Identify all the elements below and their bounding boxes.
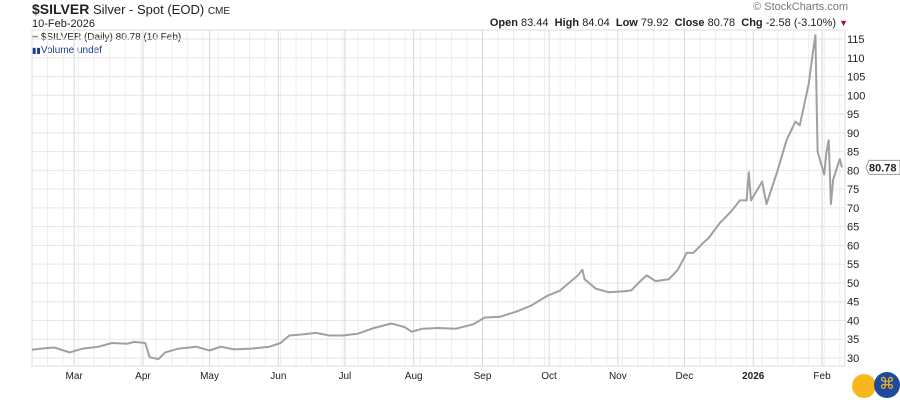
- last-value-tag: [865, 159, 900, 175]
- tool-icon: ⌘: [874, 372, 900, 398]
- price-line: [31, 34, 843, 361]
- low-label: Low: [615, 17, 638, 29]
- y-tick-label: 100: [847, 90, 865, 102]
- down-arrow-icon: ▼: [839, 18, 848, 28]
- x-tick-label: 2026: [742, 371, 765, 382]
- x-tick-label: Mar: [66, 371, 84, 382]
- y-tick-label: 90: [847, 128, 859, 140]
- y-tick-label: 55: [847, 259, 859, 271]
- high-value: 84.04: [582, 17, 610, 29]
- legend-price-label: $SILVER (Daily) 80.78 (10 Feb): [40, 32, 182, 43]
- assistant-button[interactable]: ⌘: [852, 372, 900, 400]
- y-tick-label: 95: [847, 109, 859, 121]
- yellow-circle-icon: [852, 374, 876, 398]
- x-tick-label: Oct: [541, 371, 557, 382]
- change-value: -2.58 (-3.10%): [765, 17, 837, 29]
- x-tick-label: Jul: [339, 371, 352, 382]
- close-value: 80.78: [707, 17, 736, 29]
- open-value: 83.44: [521, 17, 549, 29]
- high-label: High: [554, 17, 580, 29]
- volume-bars-icon: ▮▮: [32, 46, 41, 55]
- close-label: Close: [674, 17, 705, 29]
- y-tick-label: 50: [847, 278, 859, 290]
- last-value-label: 80.78: [869, 162, 897, 174]
- ohlc-summary: Open 83.44 High 84.04 Low 79.92 Close 80…: [490, 17, 848, 30]
- y-tick-label: 40: [847, 315, 859, 327]
- legend-price: ━ $SILVER (Daily) 80.78 (10 Feb): [32, 32, 181, 44]
- x-tick-label: Aug: [405, 371, 423, 382]
- change-label: Chg: [741, 17, 763, 29]
- y-tick-label: 85: [847, 147, 859, 159]
- low-value: 79.92: [640, 17, 669, 29]
- brand-watermark: © StockCharts.com: [753, 1, 848, 13]
- y-tick-label: 60: [847, 240, 859, 252]
- plot-frame: [31, 29, 846, 367]
- y-tick-label: 65: [847, 222, 859, 234]
- exchange: CME: [207, 6, 231, 17]
- y-tick-label: 70: [847, 203, 859, 215]
- y-tick-label: 105: [847, 72, 865, 84]
- chart-date: 10-Feb-2026: [32, 18, 95, 30]
- y-tick-label: 45: [847, 297, 859, 309]
- legend-volume: ▮▮Volume undef: [32, 45, 102, 57]
- x-tick-label: Nov: [609, 371, 627, 382]
- y-tick-label: 30: [847, 353, 859, 365]
- x-tick-label: Jun: [270, 371, 286, 382]
- chart-title: $SILVER Silver - Spot (EOD) CME: [32, 1, 230, 18]
- line-swatch-icon: ━: [32, 32, 39, 43]
- y-tick-label: 35: [847, 334, 859, 346]
- y-tick-label: 115: [847, 34, 865, 46]
- y-tick-label: 75: [847, 184, 859, 196]
- x-tick-label: May: [200, 371, 219, 382]
- legend-volume-label: Volume undef: [40, 45, 102, 56]
- y-tick-label: 110: [847, 53, 865, 65]
- y-tick-label: 80: [847, 165, 859, 177]
- x-tick-label: Feb: [813, 371, 831, 382]
- open-label: Open: [489, 17, 518, 29]
- x-tick-label: Dec: [676, 371, 694, 382]
- x-tick-label: Sep: [474, 371, 492, 382]
- x-tick-label: Apr: [135, 371, 151, 382]
- instrument-name: Silver - Spot (EOD): [92, 2, 205, 17]
- symbol: $SILVER: [32, 1, 90, 17]
